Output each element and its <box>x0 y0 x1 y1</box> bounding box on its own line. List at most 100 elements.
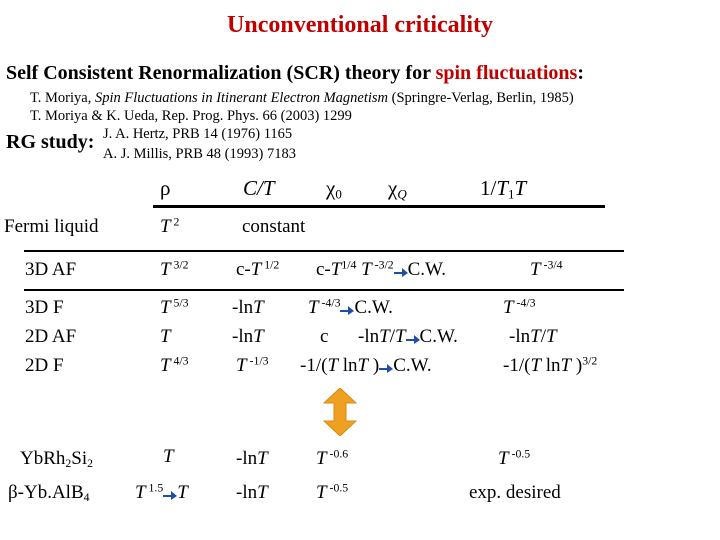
f2d-t1: -1/(T lnT )3/2 <box>503 355 597 377</box>
ybalb-rho-t2: T <box>177 482 188 503</box>
column-header-c-over-t: C/T <box>243 176 275 200</box>
af3d-chi-exp: 1/4 <box>341 258 357 272</box>
arrow-right-icon <box>379 363 394 373</box>
af2d-rho: T <box>160 326 171 347</box>
reference-hertz: J. A. Hertz, PRB 14 (1976) 1165 <box>103 126 293 142</box>
af3d-chi: c-T1/4 T -3/2 C.W. <box>316 259 446 281</box>
ybrh-chi: T -0.6 <box>316 448 348 470</box>
af2d-chiq: -lnT/T C.W. <box>358 326 458 348</box>
af3d-c-over-t: c-T 1/2 <box>236 259 279 281</box>
row-label-beta-ybalb4: β-Yb.AlB4 <box>8 482 90 504</box>
inv-t1t-sub: 1 <box>508 186 515 202</box>
f2d-c-exp: -1/3 <box>246 354 269 368</box>
ybrh-chi-exp: -0.6 <box>326 447 349 461</box>
column-header-chi0: χ0 <box>326 176 342 201</box>
ybalb-c-t: T <box>257 482 268 503</box>
f2d-c-t: T <box>236 355 247 376</box>
af2d-t1-slash: / <box>540 326 546 347</box>
column-header-rho: ρ <box>160 176 171 200</box>
chi0-symbol: χ <box>326 176 336 200</box>
row-label-ybrh2si2: YbRh2Si2 <box>20 448 93 470</box>
page-title: Unconventional criticality <box>227 12 493 38</box>
fermi-rho: T 2 <box>160 216 179 238</box>
reference-moriya-book: T. Moriya, Spin Fluctuations in Itineran… <box>30 90 574 107</box>
reference-millis: A. J. Millis, PRB 48 (1993) 7183 <box>103 146 296 162</box>
f3d-c-over-t: -lnT <box>232 297 264 319</box>
arrow-right-icon <box>393 267 408 277</box>
row-label-3d-af: 3D AF <box>25 259 77 280</box>
af2d-chi0: c <box>320 326 329 347</box>
f3d-c-t: T <box>253 297 264 318</box>
f2d-c-over-t: T -1/3 <box>236 355 268 377</box>
ybalb-label: β-Yb.AlB <box>8 482 84 503</box>
row-label-2d-af: 2D AF <box>25 326 77 347</box>
af3d-rho-t: T <box>160 259 171 280</box>
f2d-rho-exp: 4/3 <box>170 354 189 368</box>
f2d-chi-pre: -1/( <box>300 355 328 376</box>
af2d-t1-t2: T <box>545 326 557 347</box>
ybalb-t1: exp. desired <box>469 482 561 503</box>
inv-t1t-t: T <box>496 176 509 200</box>
double-arrow-icon <box>322 388 358 436</box>
row-label-3d-f: 3D F <box>25 297 64 318</box>
inv-t1t-post: T <box>514 176 527 200</box>
f2d-t1-mid: ln <box>541 355 561 376</box>
rg-study-label: RG study: <box>6 131 95 153</box>
fermi-rho-exp: 2 <box>170 215 180 229</box>
row-label-2d-f: 2D F <box>25 355 64 376</box>
af2d-chiq-t: T <box>379 326 390 347</box>
f2d-t1-pre: -1/( <box>503 355 531 376</box>
fermi-separator-line <box>24 250 624 252</box>
f3d-rho-t: T <box>160 297 171 318</box>
reference-moriya-ueda: T. Moriya & K. Ueda, Rep. Prog. Phys. 66… <box>30 108 352 124</box>
af2d-c-pre: -ln <box>232 326 254 347</box>
f3d-rho: T 5/3 <box>160 297 189 319</box>
af2d-t1-pre: -ln <box>509 326 531 347</box>
scr-heading: Self Consistent Renormalization (SCR) th… <box>6 62 584 85</box>
f3d-t1-exp: -4/3 <box>513 296 536 310</box>
ybrh-rho: T <box>163 446 174 467</box>
chiq-symbol: χ <box>388 176 398 200</box>
af3d-chiq-t: T <box>361 259 372 280</box>
fermi-constant: constant <box>242 216 306 237</box>
inv-t1t-prefix: 1/ <box>480 176 497 200</box>
ybrh-c-over-t: -lnT <box>236 448 268 470</box>
f2d-t1-t: T <box>530 355 542 376</box>
column-header-chiq: χQ <box>388 176 407 201</box>
ref1-suffix: (Springre-Verlag, Berlin, 1985) <box>388 90 574 106</box>
ybalb-sub: 4 <box>83 490 90 504</box>
f2d-t1-t2: T <box>560 355 572 376</box>
af2d-c-over-t: -lnT <box>232 326 264 348</box>
f3d-c-pre: -ln <box>232 297 254 318</box>
ybrh-t1-exp: -0.5 <box>508 447 531 461</box>
af3d-chiq-exp: -3/2 <box>371 258 394 272</box>
ybalb-chi-t: T <box>316 482 327 503</box>
arrow-right-icon <box>405 334 420 344</box>
f2d-chi: -1/(T lnT ) C.W. <box>300 355 432 377</box>
f2d-t1-exp: 3/2 <box>582 354 598 368</box>
af3d-c-t: T <box>250 259 262 280</box>
f3d-chi-exp: -4/3 <box>318 296 341 310</box>
af2d-t1: -lnT/T <box>509 326 557 348</box>
ybrh-sub2: 2 <box>87 456 94 470</box>
ybalb-chi: T -0.5 <box>316 482 348 504</box>
af3d-c-exp: 1/2 <box>261 258 280 272</box>
ybrh-label-mid: Si <box>71 448 88 469</box>
f2d-chi-cw: C.W. <box>393 355 432 376</box>
f2d-chi-t2: T <box>357 355 369 376</box>
af2d-chiq-pre: -ln <box>358 326 380 347</box>
fermi-rho-t: T <box>160 216 171 237</box>
scr-heading-suffix: : <box>577 62 584 84</box>
f3d-t1-t: T <box>503 297 514 318</box>
f2d-rho: T 4/3 <box>160 355 189 377</box>
header-underline <box>153 205 605 208</box>
arrow-right-icon <box>340 305 355 315</box>
f3d-chi-t: T <box>308 297 319 318</box>
row-label-fermi-liquid: Fermi liquid <box>4 216 99 237</box>
f2d-t1-post: ) <box>571 355 583 376</box>
f2d-rho-t: T <box>160 355 171 376</box>
f2d-chi-mid: ln <box>338 355 358 376</box>
ybrh-c-pre: -ln <box>236 448 258 469</box>
ref1-book-title: Spin Fluctuations in Itinerant Electron … <box>94 90 389 106</box>
column-header-inv-t1t: 1/T1T <box>480 176 526 201</box>
